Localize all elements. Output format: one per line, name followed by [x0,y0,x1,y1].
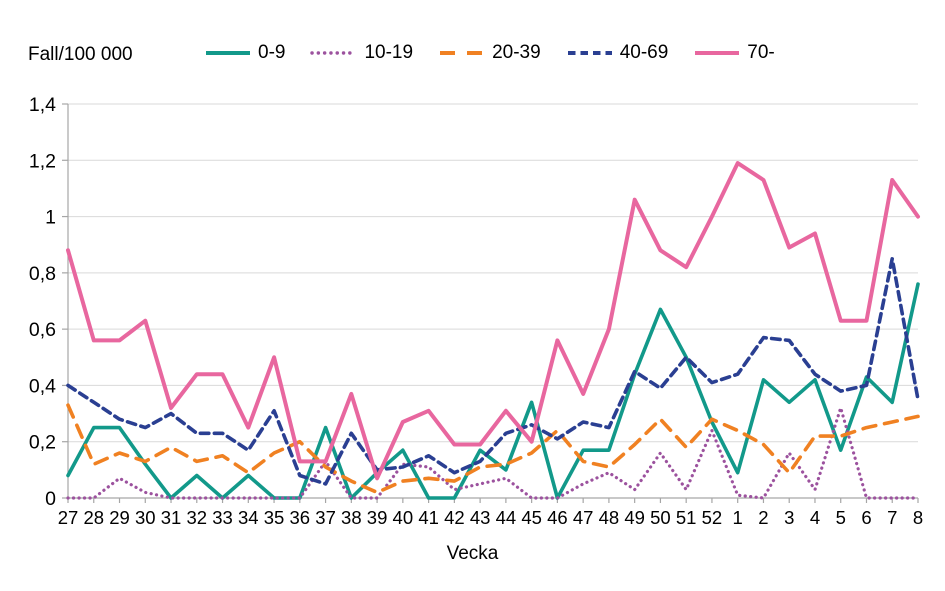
x-tick-label: 37 [315,507,336,528]
x-tick-label: 47 [573,507,594,528]
y-tick-label: 1,2 [29,150,56,172]
legend-line-sample-0-9 [206,51,250,55]
y-tick-label: 0,2 [29,432,56,454]
x-tick-label: 46 [547,507,568,528]
legend-label: 40-69 [619,42,669,63]
x-axis-title: Vecka [446,543,499,564]
x-tick-label: 45 [521,507,542,528]
legend: 0-9 10-19 20-39 40-69 70- [204,42,775,64]
x-tick-label: 35 [264,507,285,528]
x-tick-label: 34 [238,507,259,528]
x-tick-label: 49 [624,507,645,528]
series-line-70- [66,161,920,481]
x-tick-label: 36 [290,507,311,528]
x-tick-label: 4 [810,507,820,528]
x-tick-label: 31 [161,507,182,528]
x-tick-label: 8 [913,507,923,528]
y-tick-label: 0,6 [29,319,56,341]
x-tick-label: 38 [341,507,362,528]
series-line-10-19 [66,406,920,500]
legend-label: 20-39 [492,42,541,63]
legend-line-sample-10-19 [310,51,359,55]
x-tick-label: 39 [367,507,388,528]
x-tick-label: 52 [702,507,723,528]
x-tick-label: 33 [212,507,233,528]
legend-line-sample-70- [695,51,740,55]
x-tick-label: 42 [444,507,465,528]
x-tick-label: 41 [418,507,439,528]
x-tick-label: 44 [496,507,517,528]
x-tick-label: 32 [186,507,207,528]
x-tick-label: 3 [784,507,794,528]
legend-item-40-69: 40-69 [566,42,669,64]
legend-label: 10-19 [364,42,414,63]
x-tick-label: 27 [58,507,79,528]
y-tick-label: 1,4 [29,94,56,116]
x-tick-label: 6 [861,507,871,528]
series-line-40-69 [66,256,920,486]
series-line-20-39 [66,403,920,495]
legend-item-70-: 70- [693,42,775,64]
x-tick-label: 1 [733,507,743,528]
y-tick-label: 0,4 [29,375,56,397]
x-tick-label: 43 [470,507,491,528]
x-tick-label: 7 [887,507,897,528]
x-tick-label: 5 [836,507,846,528]
legend-item-10-19: 10-19 [310,42,413,64]
legend-label: 70- [747,42,775,63]
y-tick-label: 0,8 [29,263,56,285]
legend-line-sample-40-69 [567,51,612,55]
legend-label: 0-9 [258,42,286,63]
series-line-0-9 [66,282,920,500]
x-tick-label: 40 [393,507,414,528]
y-axis-title: Fall/100 000 [28,44,133,65]
legend-item-20-39: 20-39 [438,42,541,64]
x-tick-label: 48 [599,507,620,528]
y-tick-label: 0 [45,488,56,510]
x-tick-label: 30 [135,507,156,528]
legend-item-0-9: 0-9 [204,42,285,64]
x-tick-label: 28 [83,507,104,528]
x-tick-label: 29 [109,507,130,528]
legend-line-sample-20-39 [440,51,485,55]
x-tick-label: 51 [676,507,697,528]
y-tick-label: 1 [45,207,56,229]
x-tick-label: 50 [650,507,671,528]
x-tick-label: 2 [758,507,768,528]
